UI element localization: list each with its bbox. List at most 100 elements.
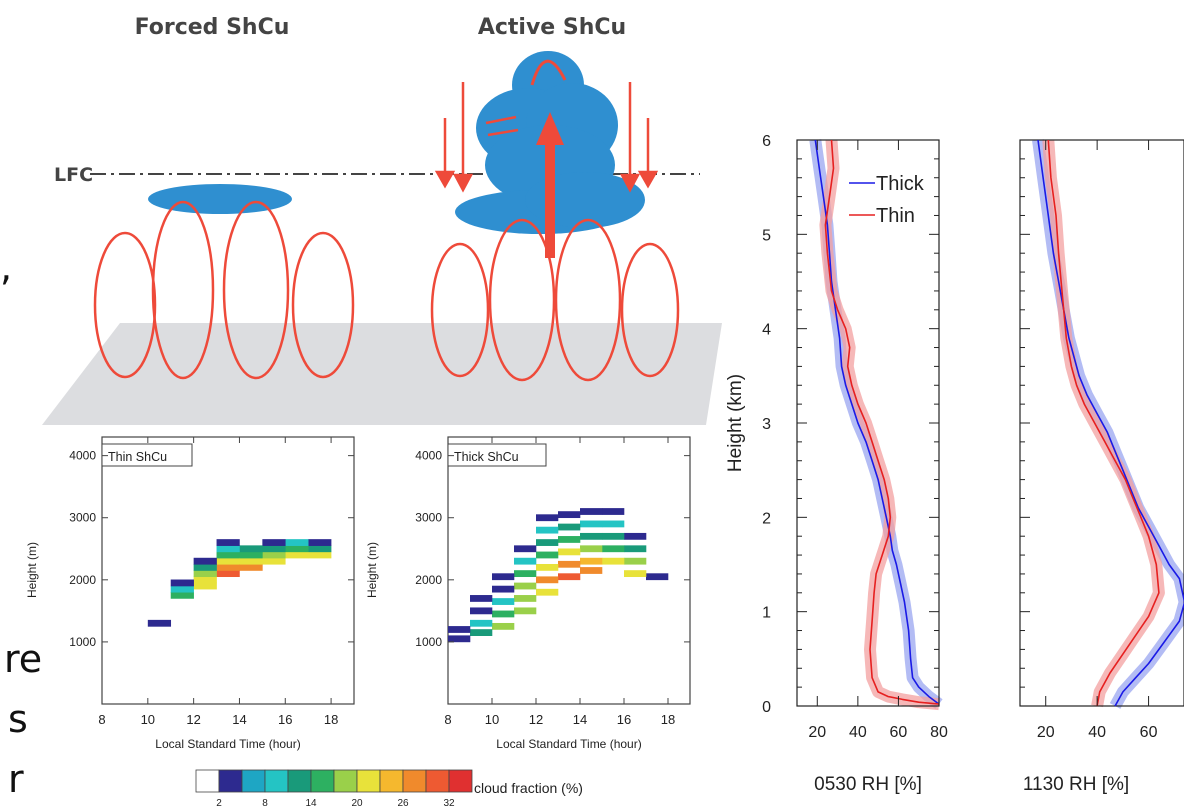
heatmap-cell <box>239 551 263 559</box>
x-tick-label: 40 <box>849 724 867 741</box>
thin-shcu-title: Thin ShCu <box>108 450 167 464</box>
heatmap-cell <box>602 532 625 540</box>
cropped-text-fragment: s <box>8 697 28 741</box>
heatmap-cell <box>558 511 581 519</box>
heatmap-cell <box>285 551 309 559</box>
colorbar-swatch <box>448 769 473 793</box>
heatmap-cell <box>558 573 581 581</box>
heatmap-cell <box>216 563 240 571</box>
heatmap-cell <box>514 557 537 565</box>
heatmap-cell <box>216 551 240 559</box>
active-cloud <box>455 51 645 234</box>
heatmap-cell <box>147 619 172 627</box>
subsidence-arrows <box>434 82 659 193</box>
series-line <box>1037 139 1184 707</box>
heatmap-cell <box>448 626 471 633</box>
colorbar-swatch <box>379 769 404 793</box>
y-tick-label: 0 <box>762 699 771 716</box>
forced-eddies <box>93 200 355 380</box>
thin-shcu-panel: Thin ShCu Local Standard Time (hour) Hei… <box>25 436 355 751</box>
lfc-label: LFC <box>54 164 93 186</box>
heatmap-cell <box>536 551 559 559</box>
heatmap-cell <box>558 548 581 556</box>
heatmap-cell <box>193 557 217 565</box>
x-tick-label: 8 <box>444 712 451 727</box>
heatmap-cell <box>170 591 194 599</box>
heatmap-cell <box>470 629 493 636</box>
x-tick-label: 12 <box>529 712 543 727</box>
thick-shcu-title-box <box>447 443 547 467</box>
thin-shcu-ylabel: Height (m) <box>25 542 39 598</box>
updraft-arrow <box>536 112 564 258</box>
y-tick-label: 2 <box>762 510 771 527</box>
rh-0530-xlabel: 0530 RH [%] <box>814 774 922 795</box>
heatmap-cell <box>470 595 493 602</box>
x-tick-label: 18 <box>661 712 675 727</box>
heatmap-cell <box>514 545 537 553</box>
y-tick-label: 2000 <box>69 573 96 587</box>
heatmap-cell <box>262 557 286 565</box>
x-tick-label: 10 <box>141 712 155 727</box>
heatmap-cell <box>602 520 625 528</box>
heatmap-cell <box>536 563 559 571</box>
heatmap-cell <box>492 585 515 593</box>
colorbar-swatch <box>287 769 312 793</box>
heatmap-cell <box>624 545 647 553</box>
heatmap-cell <box>580 545 603 553</box>
heatmap-cell <box>262 539 286 546</box>
heatmap-cell <box>624 570 647 578</box>
colorbar-tick-label: 26 <box>397 798 409 809</box>
heatmap-cell <box>193 570 217 578</box>
x-tick-label: 12 <box>186 712 200 727</box>
heatmap-cell <box>216 539 240 546</box>
heatmap-cell <box>602 557 625 565</box>
colorbar-swatch <box>195 769 220 793</box>
active-shcu-title: Active ShCu <box>478 15 626 40</box>
forced-cloud <box>148 184 292 214</box>
colorbar-tick-label: 32 <box>443 798 455 809</box>
heatmap-cell <box>262 545 286 553</box>
y-tick-label: 4000 <box>415 449 442 463</box>
thick-shcu-xlabel: Local Standard Time (hour) <box>496 737 641 751</box>
heatmap-cell <box>514 607 537 615</box>
x-tick-label: 40 <box>1088 724 1106 741</box>
heatmap-cell <box>580 557 603 565</box>
x-tick-label: 14 <box>232 712 246 727</box>
heatmap-cell <box>536 514 559 522</box>
x-tick-label: 16 <box>278 712 292 727</box>
heatmap-cell <box>492 598 515 605</box>
heatmap-cell <box>536 539 559 546</box>
legend-label: Thin <box>876 205 915 227</box>
heatmap-cell <box>536 576 559 584</box>
colorbar-swatch <box>241 769 266 793</box>
heatmap-cell <box>170 579 194 587</box>
rh-0530-panel: 0530 RH [%] Height (km) 20 40 60 80 0 1 2 3 4 5 6 T… <box>725 133 948 795</box>
overturning-arrow <box>530 59 567 86</box>
series-line <box>1047 139 1160 707</box>
thick-shcu-frame <box>447 436 691 705</box>
y-tick-label: 1 <box>762 605 771 622</box>
y-tick-label: 5 <box>762 227 771 244</box>
y-tick-label: 1000 <box>415 635 442 649</box>
colorbar-swatch <box>333 769 358 793</box>
heatmap-cell <box>470 619 493 627</box>
y-tick-label: 4000 <box>69 449 96 463</box>
rh-1130-xlabel: 1130 RH [%] <box>1023 774 1129 795</box>
y-tick-label: 6 <box>762 133 771 150</box>
colorbar-tick-label: 14 <box>305 798 317 809</box>
ground-plane <box>42 323 722 425</box>
heatmap-cell <box>514 582 537 590</box>
y-tick-label: 1000 <box>69 635 96 649</box>
heatmap-cell <box>580 520 603 528</box>
colorbar-swatch <box>310 769 335 793</box>
colorbar-label: cloud fraction (%) <box>474 780 583 796</box>
heatmap-cell <box>308 545 332 553</box>
colorbar-tick-label: 8 <box>262 798 268 809</box>
heatmap-cell <box>262 551 286 559</box>
heatmap-cell <box>308 539 332 546</box>
x-tick-label: 18 <box>324 712 338 727</box>
x-tick-label: 14 <box>573 712 587 727</box>
shcu-schematic: Forced ShCu Active ShCu LFC <box>42 15 722 425</box>
